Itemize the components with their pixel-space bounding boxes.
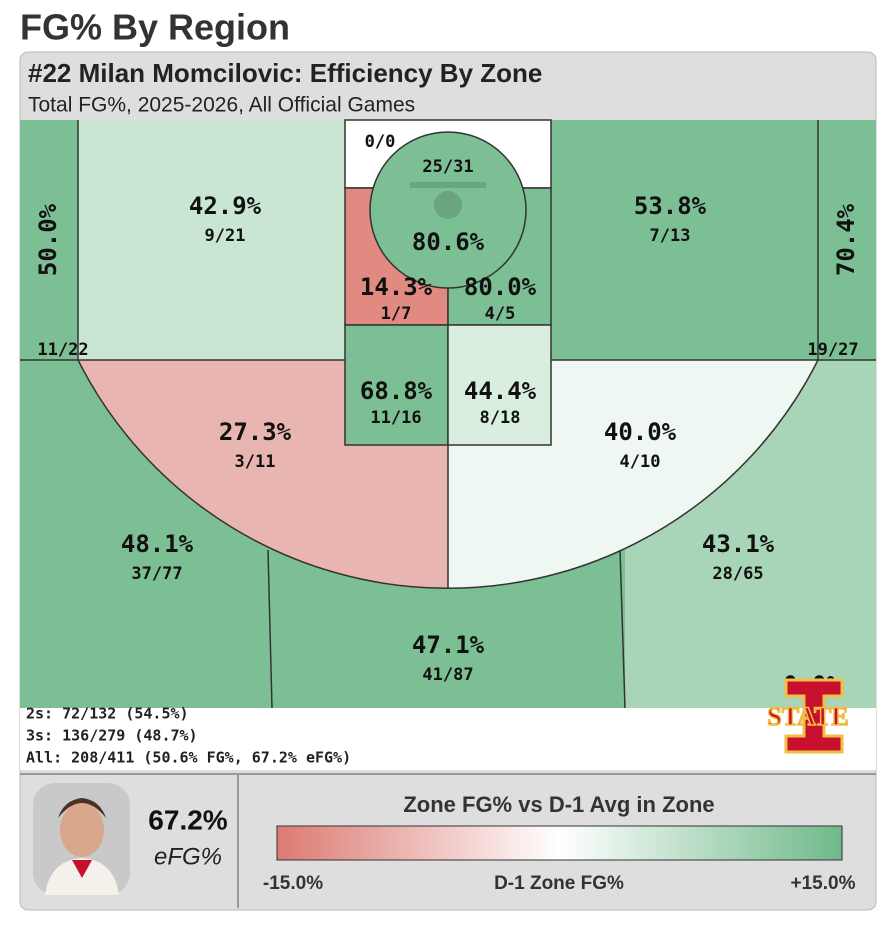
card-subtitle: Total FG%, 2025-2026, All Official Games [28,94,415,117]
zone-pct: 80.6% [412,228,485,256]
efg-label: eFG% [154,843,222,870]
zone-makes: 8/18 [480,408,521,428]
zone-pct: 40.0% [604,418,677,446]
zone-makes: 11/16 [370,408,421,428]
zone-pct: 44.4% [464,377,537,405]
page-title: FG% By Region [20,7,290,48]
zone-pct: 80.0% [464,273,537,301]
zone-makes: 37/77 [131,564,182,584]
zone-pct: 50.0% [34,203,62,276]
efg-value: 67.2% [148,804,227,835]
legend-title: Zone FG% vs D-1 Avg in Zone [403,792,714,817]
zone-pct: 70.4% [832,203,860,276]
player-photo [33,783,130,895]
zone-makes: 7/13 [650,226,691,246]
team-logo: STATE [767,678,849,754]
zone-pct: 68.8% [360,377,433,405]
zone-pct: 14.3% [360,273,433,301]
zone-makes: 1/7 [381,304,412,324]
zone-pct: 42.9% [189,192,262,220]
zone-pct: 53.8% [634,192,707,220]
zone-pct: 47.1% [412,631,485,659]
zone-makes: 0/0 [365,132,396,152]
legend-max: +15.0% [791,873,856,894]
zone-makes: 4/5 [485,304,516,324]
zone-pct: 43.1% [702,530,775,558]
zone-makes: 19/27 [807,340,858,360]
zone-makes: 9/21 [205,226,246,246]
totals-line: 2s: 72/132 (54.5%) [26,705,189,723]
zone-makes: 4/10 [620,452,661,472]
zone-makes: 28/65 [712,564,763,584]
zone-pct: 48.1% [121,530,194,558]
zone-pct: 27.3% [219,418,292,446]
legend-center: D-1 Zone FG% [494,873,624,894]
zone-makes: 41/87 [422,665,473,685]
zone-makes: 11/22 [37,340,88,360]
zone-makes: 3/11 [235,452,276,472]
card-title: #22 Milan Momcilovic: Efficiency By Zone [28,58,542,88]
totals-line: All: 208/411 (50.6% FG%, 67.2% eFG%) [26,749,351,767]
totals-line: 3s: 136/279 (48.7%) [26,727,198,745]
logo-text: STATE [767,702,848,731]
legend-min: -15.0% [263,873,323,894]
court [20,119,876,770]
color-scale [276,825,843,861]
zone-makes: 25/31 [422,157,473,177]
